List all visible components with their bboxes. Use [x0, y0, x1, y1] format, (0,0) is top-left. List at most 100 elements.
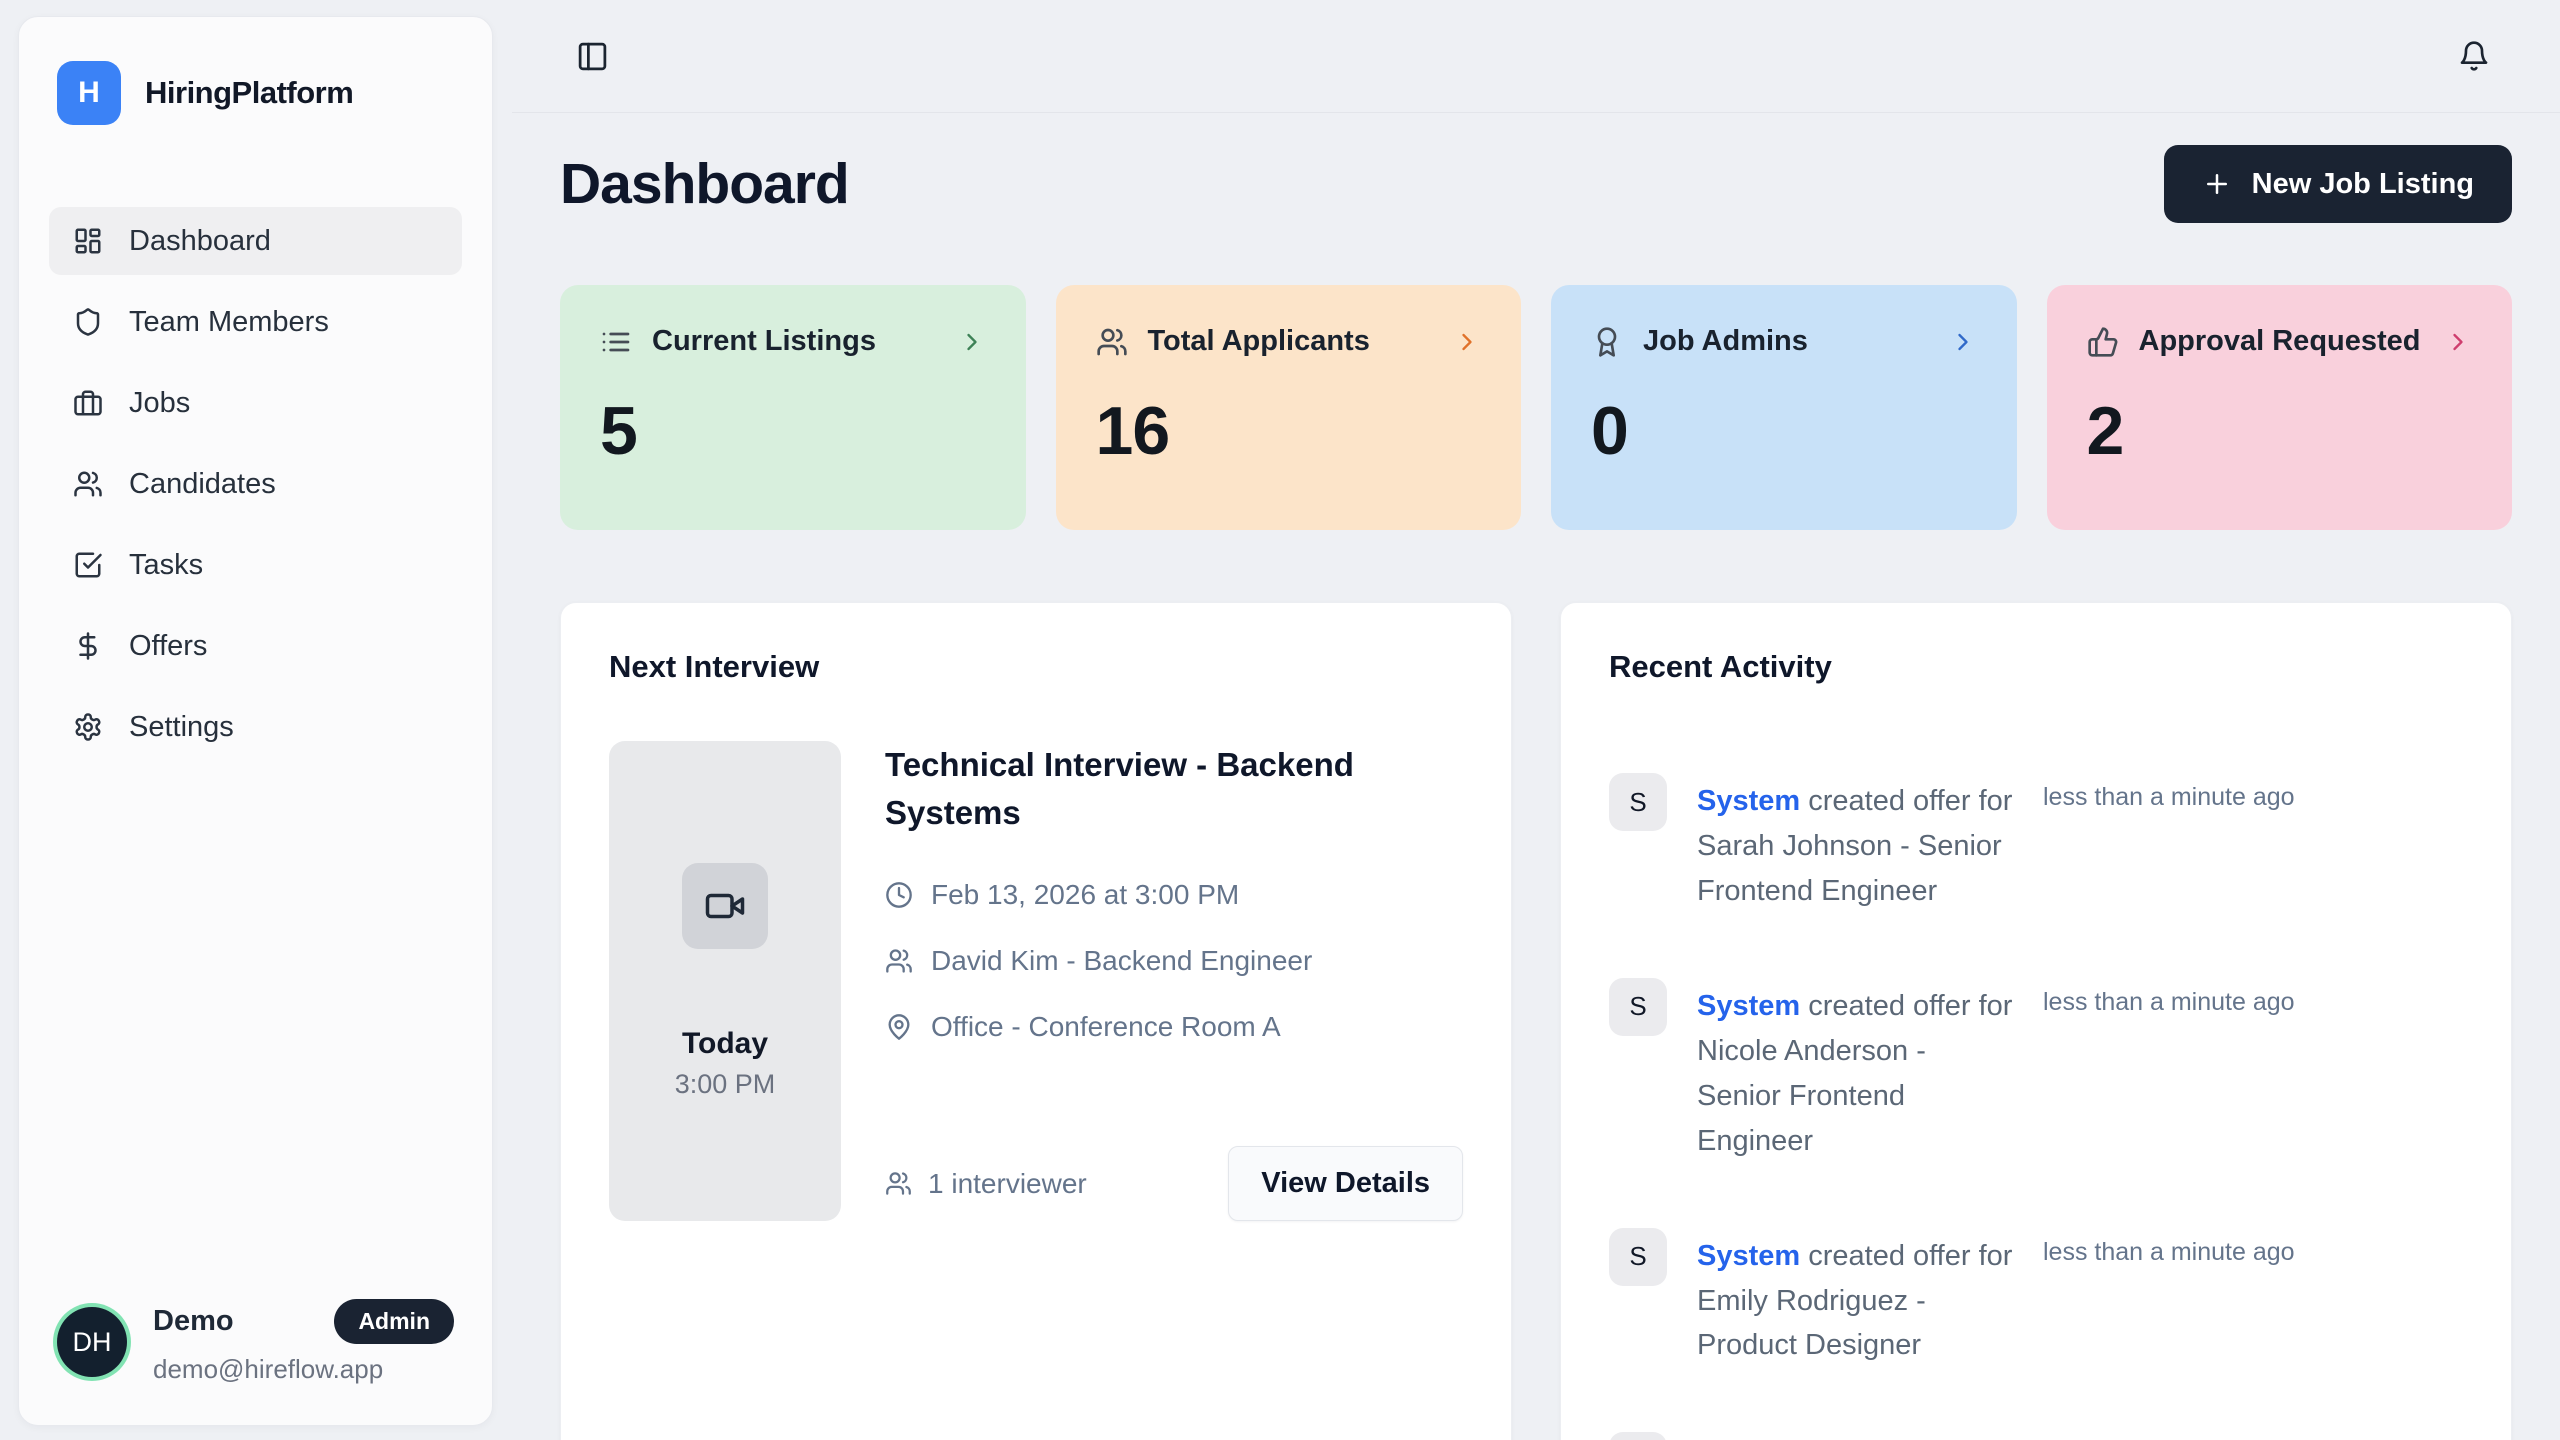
activity-avatar: S — [1609, 977, 1667, 1036]
activity-description: created offer for Emily Rodriguez - Prod… — [1697, 1239, 2013, 1362]
list-icon — [600, 326, 632, 358]
role-badge: Admin — [334, 1299, 454, 1344]
sidebar-item-jobs[interactable]: Jobs — [49, 369, 462, 437]
notifications-button[interactable] — [2458, 40, 2490, 72]
topbar — [512, 0, 2560, 113]
activity-list: S System created offer for Sarah Johnson… — [1609, 715, 2463, 1440]
activity-timestamp: less than a minute ago — [2043, 783, 2295, 811]
sidebar-toggle-button[interactable] — [576, 40, 609, 73]
chevron-right-icon — [958, 328, 986, 356]
briefcase-icon — [73, 388, 103, 418]
interview-datetime: Feb 13, 2026 at 3:00 PM — [931, 878, 1240, 910]
sidebar-item-label: Candidates — [129, 467, 276, 500]
activity-row: S System created offer for Robert Martin… — [1609, 1400, 2463, 1440]
stat-label: Job Admins — [1643, 325, 1808, 357]
sidebar: H HiringPlatform Dashboard Team Members … — [18, 16, 493, 1426]
next-interview-panel: Next Interview Today 3:00 PM Technical I… — [560, 602, 1512, 1440]
dollar-icon — [73, 631, 103, 661]
new-job-listing-button[interactable]: New Job Listing — [2163, 145, 2512, 223]
award-icon — [1591, 326, 1623, 358]
thumbs-up-icon — [2087, 326, 2119, 358]
stat-card-job-admins[interactable]: Job Admins 0 — [1551, 285, 2017, 530]
sidebar-item-label: Dashboard — [129, 224, 271, 257]
activity-avatar: S — [1609, 1432, 1667, 1440]
chevron-right-icon — [1453, 328, 1481, 356]
page-title: Dashboard — [560, 152, 850, 216]
app-name: HiringPlatform — [145, 75, 354, 110]
stat-label: Current Listings — [652, 325, 876, 357]
interview-date-box: Today 3:00 PM — [609, 741, 841, 1221]
user-email: demo@hireflow.app — [153, 1354, 384, 1384]
stat-label: Total Applicants — [1147, 325, 1370, 357]
activity-avatar: S — [1609, 1227, 1667, 1286]
sidebar-item-candidates[interactable]: Candidates — [49, 450, 462, 518]
avatar: DH — [57, 1307, 127, 1377]
recent-activity-title: Recent Activity — [1609, 649, 1832, 684]
dashboard-grid-icon — [73, 226, 103, 256]
users-icon — [1096, 326, 1128, 358]
activity-actor-link[interactable]: System — [1697, 1239, 1801, 1272]
activity-description: created offer for Sarah Johnson - Senior… — [1697, 785, 2013, 907]
recent-activity-panel: Recent Activity S System created offer f… — [1560, 602, 2512, 1440]
sidebar-item-dashboard[interactable]: Dashboard — [49, 207, 462, 275]
map-pin-icon — [885, 1013, 913, 1041]
sidebar-item-label: Settings — [129, 710, 234, 743]
users-icon — [73, 469, 103, 499]
interview-title: Technical Interview - Backend Systems — [885, 746, 1354, 831]
plus-icon — [2202, 169, 2232, 199]
new-job-listing-label: New Job Listing — [2251, 167, 2474, 200]
sidebar-item-tasks[interactable]: Tasks — [49, 531, 462, 599]
user-name: Demo — [153, 1305, 234, 1337]
stat-card-current-listings[interactable]: Current Listings 5 — [560, 285, 1026, 530]
sidebar-item-label: Team Members — [129, 305, 329, 338]
user-menu[interactable]: DH Demo Admin demo@hireflow.app — [49, 1287, 462, 1389]
check-square-icon — [73, 550, 103, 580]
activity-avatar: S — [1609, 773, 1667, 831]
users-icon — [885, 1170, 912, 1197]
stat-value: 5 — [600, 393, 638, 469]
clock-icon — [885, 881, 913, 909]
sidebar-item-team-members[interactable]: Team Members — [49, 288, 462, 356]
app-logo-icon: H — [57, 61, 121, 125]
content: Dashboard New Job Listing Current Listin… — [512, 113, 2560, 1440]
interview-time-label: 3:00 PM — [674, 1068, 776, 1099]
view-details-button[interactable]: View Details — [1228, 1146, 1463, 1221]
sidebar-item-label: Offers — [129, 629, 208, 662]
sidebar-item-label: Jobs — [129, 386, 191, 419]
stat-cards: Current Listings 5 Total Applicants — [560, 285, 2512, 530]
stat-card-total-applicants[interactable]: Total Applicants 16 — [1055, 285, 1521, 530]
stat-value: 16 — [1095, 393, 1171, 469]
interview-date-label: Today — [681, 1026, 769, 1060]
activity-row: S System created offer for Nicole Anders… — [1609, 946, 2463, 1196]
stat-value: 0 — [1591, 393, 1629, 469]
activity-timestamp: less than a minute ago — [2043, 987, 2295, 1016]
chevron-right-icon — [2444, 328, 2472, 356]
panel-left-icon — [576, 40, 609, 73]
activity-row: S System created offer for Emily Rodrigu… — [1609, 1196, 2463, 1401]
chevron-right-icon — [1949, 328, 1977, 356]
activity-timestamp: less than a minute ago — [2043, 1237, 2295, 1266]
video-icon — [682, 862, 768, 949]
activity-row: S System created offer for Sarah Johnson… — [1609, 741, 2463, 946]
sidebar-item-label: Tasks — [129, 548, 204, 581]
activity-timestamp: less than a minute ago — [2043, 1432, 2463, 1440]
shield-icon — [73, 307, 103, 337]
sidebar-item-settings[interactable]: Settings — [49, 693, 462, 761]
stat-value: 2 — [2086, 393, 2125, 469]
gear-icon — [73, 712, 103, 742]
bell-icon — [2458, 40, 2490, 72]
main-area: Dashboard New Job Listing Current Listin… — [512, 0, 2560, 1440]
activity-actor-link[interactable]: System — [1697, 989, 1801, 1022]
sidebar-item-offers[interactable]: Offers — [49, 612, 462, 680]
interview-candidate: David Kim - Backend Engineer — [931, 944, 1313, 976]
next-interview-title: Next Interview — [609, 649, 820, 684]
stat-card-approval-requested[interactable]: Approval Requested 2 — [2046, 285, 2512, 530]
sidebar-nav: Dashboard Team Members Jobs Candidates T… — [49, 207, 462, 761]
interviewer-count: 1 interviewer — [928, 1167, 1087, 1199]
users-icon — [885, 947, 913, 975]
app-logo: H HiringPlatform — [49, 61, 462, 125]
stat-label: Approval Requested — [2138, 325, 2421, 357]
activity-description: created offer for Nicole Anderson - Seni… — [1697, 989, 2013, 1157]
activity-actor-link[interactable]: System — [1697, 785, 1801, 817]
interview-location: Office - Conference Room A — [931, 1010, 1281, 1042]
